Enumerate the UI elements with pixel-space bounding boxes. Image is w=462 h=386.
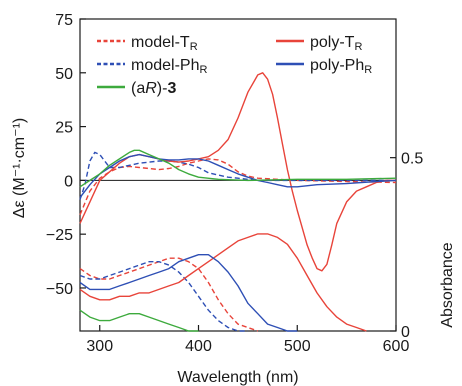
absorbance-model-Ph-curve [79,261,248,332]
legend-entry-poly-Ph: poly-PhR [276,57,372,76]
legend-label: poly-TR [310,34,362,53]
left-y-tick-label: 25 [55,120,73,137]
legend-entry-aR3: (aR)-3 [97,80,176,97]
x-tick-label: 300 [86,338,113,355]
cd-aR3-curve [79,149,397,188]
absorbance-poly-T-curve [79,233,367,332]
legend-entry-poly-T: poly-TR [276,34,362,53]
absorbance-aR3-curve [79,309,199,332]
x-tick-label: 600 [383,338,410,355]
plot-frame [79,18,397,332]
axis-labels: Wavelength (nm) Δε (M⁻¹·cm⁻¹) Absorbance [11,118,456,386]
x-axis-label: Wavelength (nm) [177,369,298,386]
absorbance-poly-Ph-curve [79,254,298,332]
left-y-tick-label: 0 [64,173,73,190]
left-y-tick-label: 50 [55,66,73,83]
cd-poly-Ph-curve [79,153,397,199]
legend-label: (aR)-3 [131,80,176,97]
legend: model-TR poly-TR model-PhR poly-PhR (aR)-3 [97,34,372,97]
right-y-tick-label: 0 [401,324,410,341]
legend-label: poly-PhR [310,57,372,76]
absorbance-model-T-curve [79,257,259,332]
left-y-axis-label: Δε (M⁻¹·cm⁻¹) [11,118,28,218]
x-tick-label: 400 [185,338,212,355]
legend-label: model-PhR [131,57,207,76]
x-tick-label: 500 [284,338,311,355]
right-y-axis-label: Absorbance [439,242,456,327]
cd-model-T-curve [79,158,397,216]
data-curves [79,72,397,332]
left-y-tick-label: −50 [46,281,73,298]
axis-ticks: 300 400 500 600 75 50 25 0 −25 −50 0.5 0 [46,12,423,355]
right-y-tick-label: 0.5 [401,151,423,168]
left-y-tick-label: −25 [46,227,73,244]
legend-label: model-TR [131,34,198,53]
legend-entry-model-Ph: model-PhR [97,57,207,76]
legend-entry-model-T: model-TR [97,34,198,53]
cd-model-Ph-curve [79,151,396,200]
left-y-tick-label: 75 [55,12,73,29]
